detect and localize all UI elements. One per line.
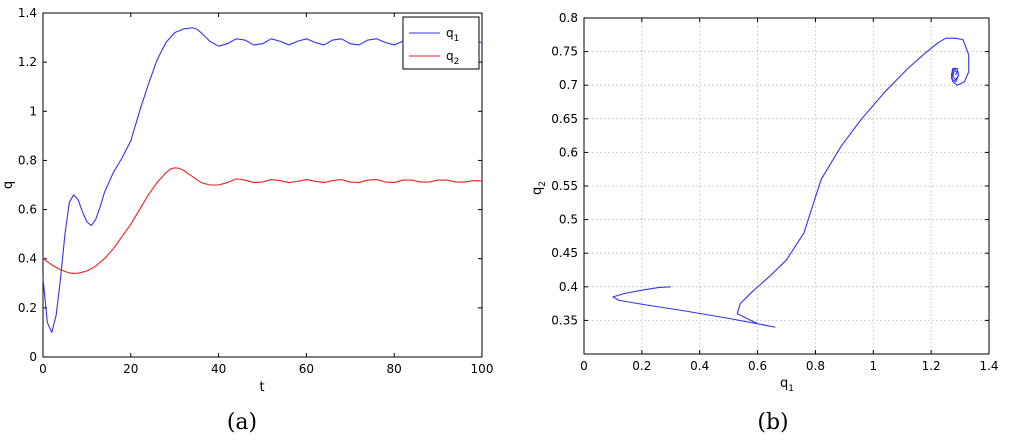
caption-a: (a) xyxy=(227,410,257,435)
y-tick-label: 0.55 xyxy=(551,179,578,193)
b-ylabel: q2 xyxy=(530,181,548,195)
x-tick-label: 0 xyxy=(39,362,47,376)
y-tick-label: 0.5 xyxy=(559,213,578,227)
y-tick-label: 0.8 xyxy=(559,11,578,25)
b-ticks: 0 0.2 0.4 0.6 0.8 1 1.2 1.4 0.35 0.4 0.45 0.5 0.55 0.… xyxy=(551,11,998,373)
b-xlabel: q1 xyxy=(780,376,794,394)
y-tick-label: 0 xyxy=(29,350,37,364)
b-ylabel-sub: 2 xyxy=(538,181,548,187)
a-xlabel: t xyxy=(259,380,264,395)
x-tick-label: 0.4 xyxy=(690,359,709,373)
x-tick-label: 80 xyxy=(387,362,402,376)
y-tick-label: 0.6 xyxy=(18,203,37,217)
series-line-trajectory xyxy=(612,37,970,328)
y-tick-label: 0.45 xyxy=(551,246,578,260)
panel-b: 0 0.2 0.4 0.6 0.8 1 1.2 1.4 0.35 0.4 0.45 0.5 0.55 0.… xyxy=(530,11,999,435)
b-lines xyxy=(612,37,970,328)
y-tick-label: 1 xyxy=(29,104,37,118)
legend-q1-sub: 1 xyxy=(454,34,460,44)
x-tick-label: 60 xyxy=(299,362,314,376)
y-tick-label: 0.8 xyxy=(18,153,37,167)
x-tick-label: 0.6 xyxy=(748,359,767,373)
caption-b: (b) xyxy=(757,410,788,435)
plot-area-a xyxy=(42,12,483,358)
x-tick-label: 1.4 xyxy=(979,359,998,373)
y-tick-label: 0.4 xyxy=(559,280,578,294)
x-tick-label: 0.8 xyxy=(806,359,825,373)
y-tick-label: 1.4 xyxy=(18,6,37,20)
panel-a: 0 20 40 60 80 100 0 0.2 0.4 0.6 0.8 1 1.2 1.4 t q q1 … xyxy=(1,6,493,435)
a-ylabel: q xyxy=(1,181,16,189)
b-grid xyxy=(584,18,989,354)
legend-a: q1 q2 xyxy=(402,16,480,70)
y-tick-label: 0.65 xyxy=(551,112,578,126)
legend-box xyxy=(402,16,480,70)
y-tick-label: 0.4 xyxy=(18,252,37,266)
x-tick-label: 1.2 xyxy=(922,359,941,373)
x-tick-label: 1 xyxy=(869,359,877,373)
y-tick-label: 0.2 xyxy=(18,301,37,315)
x-tick-label: 0 xyxy=(580,359,588,373)
x-tick-label: 40 xyxy=(211,362,226,376)
series-line-q1 xyxy=(42,27,483,333)
series-line-q2 xyxy=(42,167,483,275)
legend-q2-sub: 2 xyxy=(454,57,460,67)
y-tick-label: 1.2 xyxy=(18,55,37,69)
a-lines xyxy=(42,27,483,333)
x-tick-label: 0.2 xyxy=(632,359,651,373)
b-xlabel-sub: 1 xyxy=(788,384,794,394)
x-tick-label: 100 xyxy=(471,362,494,376)
y-tick-label: 0.7 xyxy=(559,78,578,92)
x-tick-label: 20 xyxy=(123,362,138,376)
y-tick-label: 0.75 xyxy=(551,45,578,59)
a-ticks: 0 20 40 60 80 100 0 0.2 0.4 0.6 0.8 1 1.2 1.4 xyxy=(18,6,494,376)
y-tick-label: 0.35 xyxy=(551,313,578,327)
y-tick-label: 0.6 xyxy=(559,145,578,159)
